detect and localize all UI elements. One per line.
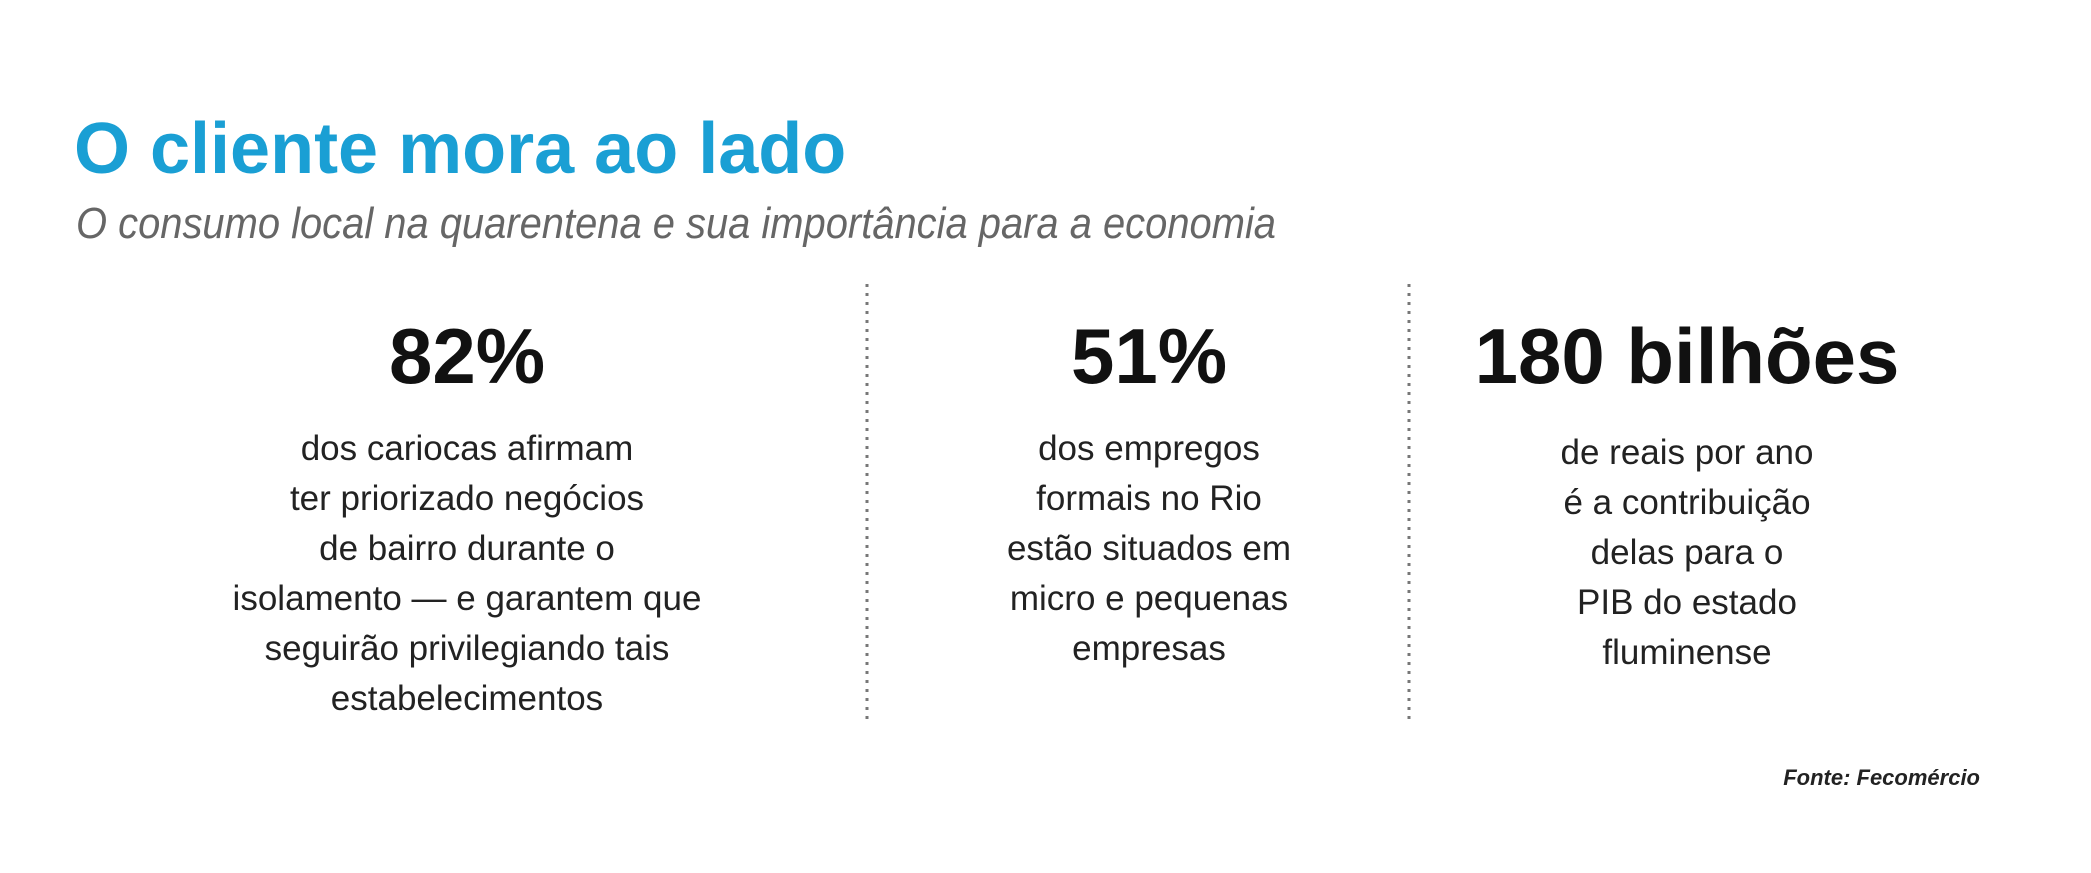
- stat-description: é a contribuição: [1563, 483, 1810, 522]
- stat-description: estão situados em: [1007, 529, 1291, 568]
- stat-description: dos cariocas afirmam: [301, 429, 634, 468]
- stat-description: fluminense: [1602, 633, 1771, 672]
- stat-description: ter priorizado negócios: [290, 479, 644, 518]
- stat-value: 180 bilhões: [1475, 312, 1900, 400]
- stat-description: formais no Rio: [1036, 479, 1262, 518]
- title: O cliente mora ao lado: [74, 109, 846, 189]
- stat-value: 51%: [1071, 312, 1227, 400]
- stat-description: de reais por ano: [1561, 433, 1814, 472]
- stat-description: de bairro durante o: [319, 529, 615, 568]
- stat-description: PIB do estado: [1577, 583, 1797, 622]
- stat-description: seguirão privilegiando tais: [265, 629, 670, 668]
- stat-description: dos empregos: [1038, 429, 1260, 468]
- stat-value: 82%: [389, 312, 545, 400]
- stat-description: micro e pequenas: [1010, 579, 1288, 618]
- stat-description: estabelecimentos: [331, 679, 603, 718]
- stat-description: isolamento — e garantem que: [233, 579, 702, 618]
- stat-description: delas para o: [1591, 533, 1784, 572]
- source: Fonte: Fecomércio: [1783, 765, 1980, 790]
- subtitle: O consumo local na quarentena e sua impo…: [76, 199, 1276, 248]
- stat-description: empresas: [1072, 629, 1226, 668]
